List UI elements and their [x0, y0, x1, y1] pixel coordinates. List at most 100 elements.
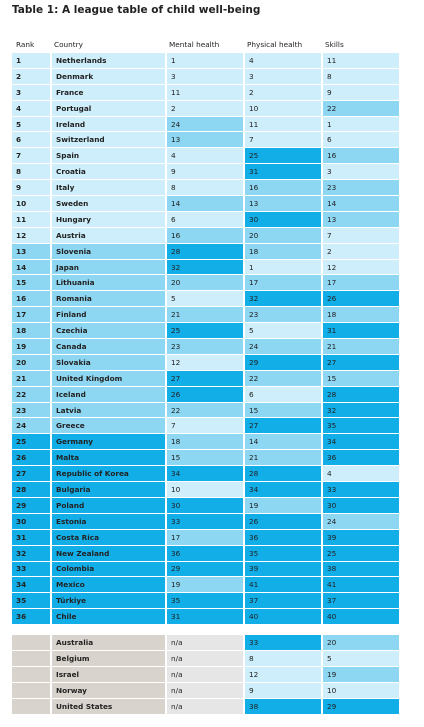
score-cell: 13	[321, 211, 399, 227]
table-row: 8 Croatia 9 31 3	[12, 164, 399, 180]
rank-cell: 25	[12, 434, 50, 450]
score-cell: 35	[165, 593, 243, 609]
score-cell: 4	[321, 466, 399, 482]
rank-cell: 18	[12, 323, 50, 339]
score-cell: 38	[321, 561, 399, 577]
country-cell: Mexico	[50, 577, 165, 593]
score-cell: 10	[165, 482, 243, 497]
score-cell: 7	[243, 132, 321, 148]
table-row: 21 United Kingdom 27 22 15	[12, 370, 399, 386]
column-header: Skills	[325, 40, 344, 49]
rank-cell: 2	[12, 68, 50, 84]
rank-cell: 26	[12, 450, 50, 466]
country-cell: Romania	[50, 291, 165, 307]
score-cell: 28	[321, 386, 399, 402]
country-cell: Switzerland	[50, 132, 165, 148]
rank-cell	[12, 666, 50, 682]
table-row: 7 Spain 4 25 16	[12, 148, 399, 164]
score-cell: 25	[165, 323, 243, 339]
rank-cell	[12, 635, 50, 650]
score-cell: 23	[321, 180, 399, 196]
country-cell: Netherlands	[50, 53, 165, 68]
rank-cell: 33	[12, 561, 50, 577]
league-table: Rank Country Mental health Physical health S…	[12, 36, 399, 715]
table-body: 1 Netherlands 1 4 11 2 Denmark 3 3 8 3 France 11 2 9 4 P…	[12, 53, 399, 714]
score-cell: 22	[165, 402, 243, 418]
rank-cell: 13	[12, 243, 50, 259]
unranked-row: Israel n/a 12 19	[12, 666, 399, 682]
score-cell: 3	[165, 68, 243, 84]
score-cell: 27	[243, 418, 321, 434]
score-cell: 37	[243, 593, 321, 609]
score-cell: 38	[243, 698, 321, 714]
header-row: Rank Country Mental health Physical health S…	[12, 37, 399, 52]
country-cell: New Zealand	[50, 545, 165, 561]
country-cell: France	[50, 84, 165, 100]
table-row: 20 Slovakia 12 29 27	[12, 354, 399, 370]
country-cell: Ireland	[50, 116, 165, 132]
score-cell: 36	[321, 450, 399, 466]
column-header: Country	[54, 40, 83, 49]
table-row: 2 Denmark 3 3 8	[12, 68, 399, 84]
rank-cell	[12, 682, 50, 698]
score-cell: 28	[165, 243, 243, 259]
table-row: 11 Hungary 6 30 13	[12, 211, 399, 227]
score-cell: 6	[165, 211, 243, 227]
rank-cell: 16	[12, 291, 50, 307]
score-cell: 7	[321, 227, 399, 243]
table-row: 28 Bulgaria 10 34 33	[12, 482, 399, 497]
rank-cell: 10	[12, 196, 50, 211]
score-cell: 32	[243, 291, 321, 307]
score-cell: 29	[243, 354, 321, 370]
score-cell: 35	[243, 545, 321, 561]
rank-cell: 1	[12, 53, 50, 68]
country-cell: Chile	[50, 609, 165, 625]
country-cell: Austria	[50, 227, 165, 243]
score-cell: 40	[321, 609, 399, 625]
score-cell: 39	[321, 529, 399, 545]
score-cell: 22	[243, 370, 321, 386]
rank-cell	[12, 650, 50, 666]
country-cell: Costa Rica	[50, 529, 165, 545]
score-cell: n/a	[165, 698, 243, 714]
score-cell: 37	[321, 593, 399, 609]
score-cell: 20	[165, 275, 243, 291]
table-row: 14 Japan 32 1 12	[12, 259, 399, 275]
rank-cell: 22	[12, 386, 50, 402]
country-cell: Türkiye	[50, 593, 165, 609]
country-cell: Bulgaria	[50, 482, 165, 497]
score-cell: n/a	[165, 650, 243, 666]
rank-cell: 15	[12, 275, 50, 291]
score-cell: 3	[321, 164, 399, 180]
table-row: 18 Czechia 25 5 31	[12, 323, 399, 339]
score-cell: 4	[165, 148, 243, 164]
score-cell: 25	[243, 148, 321, 164]
score-cell: 33	[165, 513, 243, 529]
country-cell: Czechia	[50, 323, 165, 339]
unranked-row: Australia n/a 33 20	[12, 635, 399, 650]
table-row: 32 New Zealand 36 35 25	[12, 545, 399, 561]
column-header: Mental health	[169, 40, 220, 49]
country-cell: Malta	[50, 450, 165, 466]
table-row: 15 Lithuania 20 17 17	[12, 275, 399, 291]
score-cell: 12	[165, 354, 243, 370]
score-cell: 20	[243, 227, 321, 243]
spacer-cell	[12, 625, 50, 635]
table-row: 19 Canada 23 24 21	[12, 339, 399, 354]
score-cell: 15	[243, 402, 321, 418]
score-cell: 1	[243, 259, 321, 275]
country-cell: Latvia	[50, 402, 165, 418]
table-row: 16 Romania 5 32 26	[12, 291, 399, 307]
spacer-cell	[321, 625, 399, 635]
score-cell: 14	[321, 196, 399, 211]
country-cell: Belgium	[50, 650, 165, 666]
rank-cell: 6	[12, 132, 50, 148]
rank-cell: 3	[12, 84, 50, 100]
score-cell: 39	[243, 561, 321, 577]
score-cell: 2	[165, 100, 243, 116]
table-row: 35 Türkiye 35 37 37	[12, 593, 399, 609]
score-cell: 3	[243, 68, 321, 84]
rank-cell: 36	[12, 609, 50, 625]
spacer-cell	[165, 625, 243, 635]
